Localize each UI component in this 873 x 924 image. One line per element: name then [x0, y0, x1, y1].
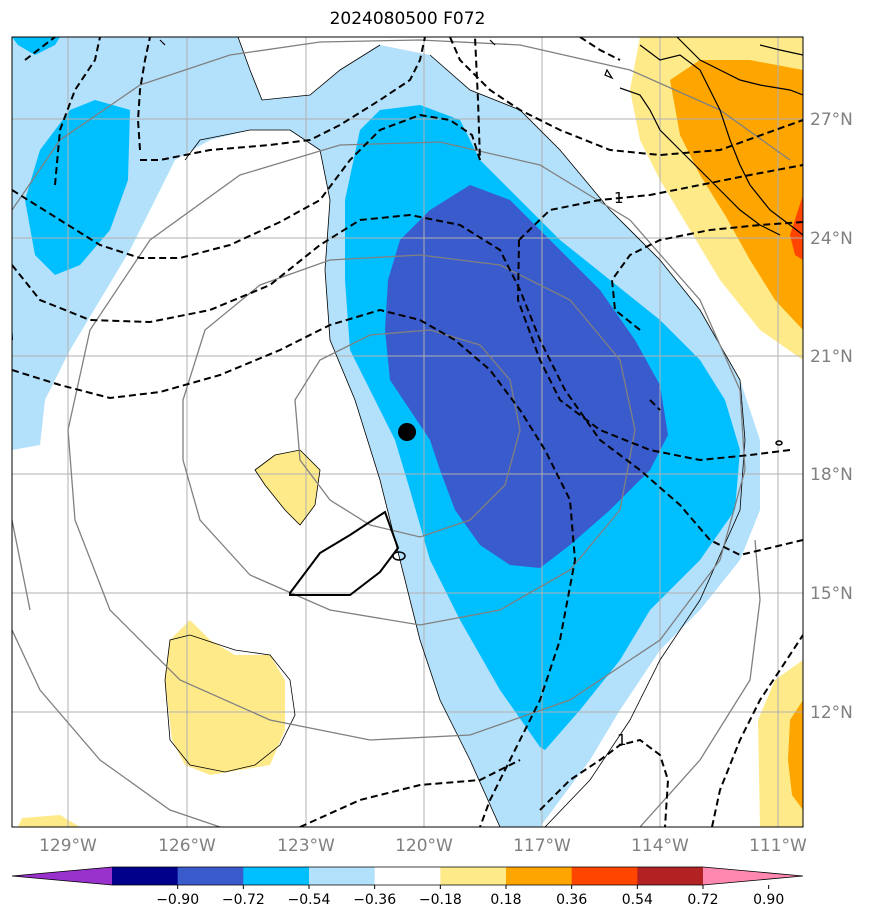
colorbar-tick-label: 0.54 [622, 892, 653, 908]
latitude-label: 15°N [810, 584, 853, 604]
colorbar-tick-label: 0.72 [687, 892, 718, 908]
colorbar-tick-label: −0.54 [288, 892, 331, 908]
latitude-label: 24°N [810, 229, 853, 249]
latitude-label: 12°N [810, 703, 853, 723]
storm-center-marker [398, 423, 416, 441]
longitude-label: 123°W [277, 836, 335, 856]
latitude-label: 27°N [810, 110, 853, 130]
dashed-contours [12, 37, 803, 827]
longitude-labels: 129°W 126°W 123°W 120°W 117°W 114°W 111°… [39, 836, 807, 856]
colorbar-extend-high [703, 867, 803, 885]
longitude-label: 120°W [395, 836, 453, 856]
colorbar-tick-label: 0.18 [490, 892, 521, 908]
colorbar-segment [506, 867, 573, 885]
negative-anomaly-core-fill [385, 185, 668, 568]
colorbar-extend-low [12, 867, 112, 885]
coastline [159, 37, 803, 236]
colorbar-tick-label: 0.90 [753, 892, 784, 908]
colorbar-segment [112, 867, 179, 885]
colorbar-tick-label: −0.72 [222, 892, 265, 908]
shading-outlines [164, 37, 746, 827]
latitude-label: 21°N [810, 347, 853, 367]
map-panel: 1 1 [12, 37, 803, 827]
colorbar-segment [374, 867, 441, 885]
colorbar-tick-label: −0.18 [419, 892, 462, 908]
latitude-label: 18°N [810, 465, 853, 485]
colorbar-segment [243, 867, 310, 885]
colorbar-outline [11, 866, 804, 886]
colorbar-segment [177, 867, 244, 885]
colorbar-segment [309, 867, 376, 885]
map-frame [11, 36, 804, 828]
colorbar-segment [637, 867, 704, 885]
colorbar-tick-label: −0.36 [353, 892, 396, 908]
contour-label: 1 [614, 189, 624, 207]
colorbar-tick-label: 0.36 [556, 892, 587, 908]
longitude-label: 111°W [749, 836, 807, 856]
latitude-labels: 27°N 24°N 21°N 18°N 15°N 12°N [810, 110, 853, 723]
longitude-label: 114°W [631, 836, 689, 856]
longitude-label: 117°W [513, 836, 571, 856]
positive-anomaly-fill [18, 37, 803, 827]
longitude-label: 126°W [158, 836, 216, 856]
colorbar-segment [440, 867, 507, 885]
contour-label: 1 [617, 731, 627, 749]
map-title: 2024080500 F072 [329, 9, 486, 29]
colorbar: −0.90 −0.72 −0.54 −0.36 −0.18 0.18 0.36 0.54 0.7… [11, 866, 804, 908]
gray-contours [12, 39, 791, 827]
solid-contour [289, 440, 783, 596]
colorbar-tick-label: −0.90 [156, 892, 199, 908]
longitude-label: 129°W [39, 836, 97, 856]
colorbar-segment [571, 867, 638, 885]
